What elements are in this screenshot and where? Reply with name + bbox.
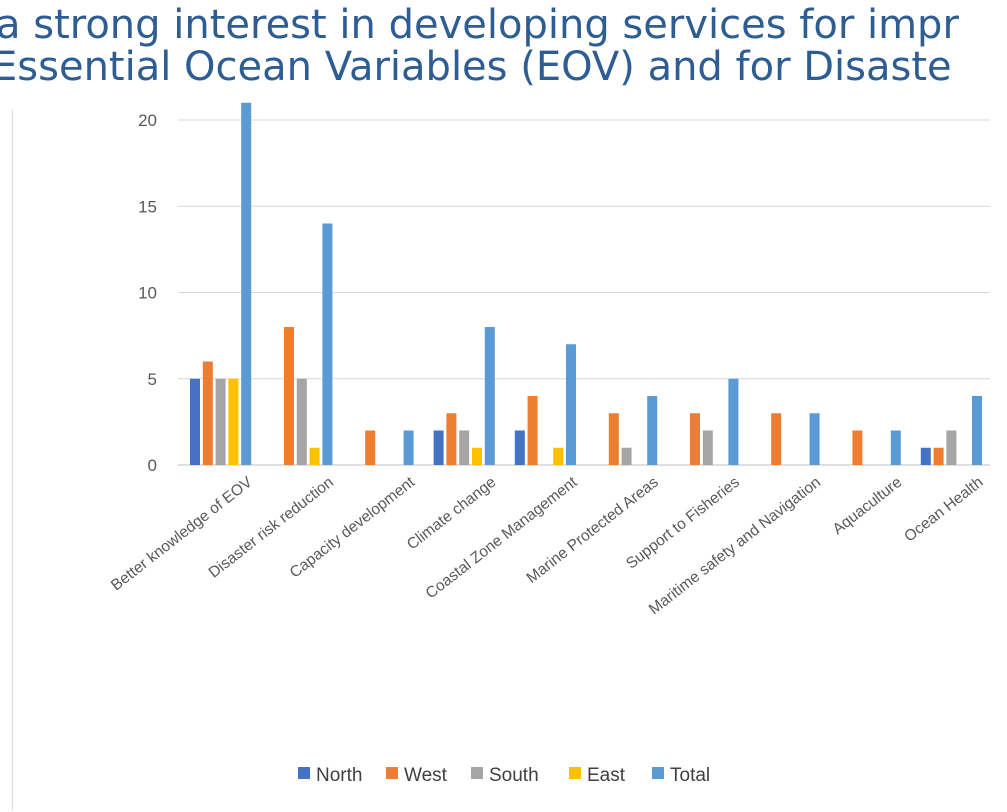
- bar-north: [514, 430, 525, 465]
- legend-swatch-east: [569, 767, 581, 779]
- bar-west: [202, 361, 213, 465]
- bar-south: [215, 378, 226, 465]
- bar-south: [459, 430, 470, 465]
- bar-east: [553, 447, 564, 465]
- bar-south: [946, 430, 957, 465]
- chart-frame-edge: [12, 110, 13, 810]
- y-tick-label: 10: [138, 284, 157, 303]
- legend: North West South East Total: [298, 765, 710, 786]
- x-category-label: Maritime safety and Navigation: [646, 474, 824, 618]
- legend-swatch-total: [652, 767, 664, 779]
- bar-south: [621, 447, 632, 465]
- legend-swatch-south: [471, 767, 483, 779]
- x-category-label: Ocean Health: [901, 474, 986, 546]
- bar-west: [527, 396, 538, 465]
- bar-total: [890, 430, 901, 465]
- x-category-label: Coastal Zone Management: [423, 473, 581, 602]
- bar-total: [322, 223, 333, 465]
- legend-label-south: South: [489, 765, 539, 786]
- bar-total: [809, 413, 820, 465]
- y-axis-ticks: 0 5 10 15 20: [138, 111, 157, 475]
- bars: [190, 102, 982, 465]
- bar-south: [296, 378, 307, 465]
- y-tick-label: 0: [148, 456, 157, 475]
- bar-west: [852, 430, 863, 465]
- headline-line-2: Essential Ocean Variables (EOV) and for …: [0, 44, 952, 90]
- legend-swatch-north: [298, 767, 310, 779]
- bar-total: [728, 378, 739, 465]
- legend-label-north: North: [316, 765, 362, 786]
- bar-west: [365, 430, 376, 465]
- bar-east: [472, 447, 482, 465]
- bar-south: [702, 430, 713, 465]
- bar-total: [484, 327, 495, 465]
- bar-west: [933, 447, 944, 465]
- headline-line-1: a strong interest in developing services…: [0, 2, 959, 48]
- x-category-label: Better knowledge of EOV: [108, 473, 256, 594]
- y-tick-label: 15: [138, 197, 157, 216]
- legend-label-east: East: [587, 765, 626, 786]
- bar-east: [309, 447, 320, 465]
- bar-north: [190, 378, 200, 465]
- bar-total: [972, 396, 982, 465]
- bar-total: [647, 396, 658, 465]
- bar-total: [566, 344, 576, 465]
- bar-west: [690, 413, 700, 465]
- bar-west: [771, 413, 782, 465]
- x-category-label: Aquaculture: [830, 474, 906, 538]
- legend-label-west: West: [404, 765, 448, 786]
- bar-total: [241, 102, 252, 465]
- bar-east: [228, 378, 239, 465]
- legend-swatch-west: [386, 767, 398, 779]
- legend-label-total: Total: [670, 765, 710, 786]
- bar-west: [446, 413, 457, 465]
- bar-total: [403, 430, 414, 465]
- x-category-label: Marine Protected Areas: [524, 474, 662, 587]
- bar-north: [920, 447, 931, 465]
- bar-west: [608, 413, 619, 465]
- y-tick-label: 5: [148, 370, 157, 389]
- bar-west: [284, 327, 294, 465]
- y-tick-label: 20: [138, 111, 157, 130]
- bar-north: [433, 430, 444, 465]
